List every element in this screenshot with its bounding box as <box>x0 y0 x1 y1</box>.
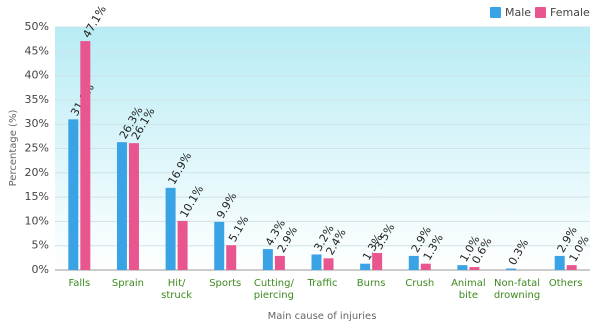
bar <box>128 143 139 270</box>
y-tick-label: 30% <box>25 117 49 130</box>
x-tick-label: Hit/struck <box>161 278 192 301</box>
x-axis-title: Main cause of injuries <box>268 311 377 322</box>
bar <box>554 255 565 270</box>
y-tick-label: 5% <box>32 239 49 252</box>
bar <box>469 267 480 270</box>
x-tick-label: Traffic <box>306 278 337 289</box>
x-tick-label: Falls <box>68 278 90 289</box>
legend-swatch <box>490 7 501 18</box>
y-tick-label: 45% <box>25 44 49 57</box>
x-tick-label: Non-fatal drowning <box>494 278 540 301</box>
bar <box>323 258 334 270</box>
y-tick-label: 15% <box>25 190 49 203</box>
x-tick-label: Others <box>549 278 583 289</box>
bar <box>566 265 577 270</box>
x-tick-label: Sprain <box>112 278 144 289</box>
y-tick-label: 10% <box>25 214 49 227</box>
y-tick-label: 0% <box>32 263 49 276</box>
bar <box>420 263 431 270</box>
bar <box>506 268 517 270</box>
x-tick-label: Sports <box>209 278 241 289</box>
bar <box>457 265 468 270</box>
bar <box>116 142 127 270</box>
x-tick-label: Burns <box>357 278 386 289</box>
bar <box>408 255 419 270</box>
y-tick-label: 50% <box>25 20 49 33</box>
bar <box>372 252 383 270</box>
bar <box>165 187 176 270</box>
y-tick-label: 40% <box>25 69 49 82</box>
y-axis-title: Percentage (%) <box>8 110 19 187</box>
y-tick-label: 20% <box>25 166 49 179</box>
bar <box>360 263 371 270</box>
x-tick-label: Animal bite <box>451 278 486 301</box>
y-tick-label: 25% <box>25 142 49 155</box>
bar <box>80 41 91 271</box>
bar <box>214 221 225 270</box>
bar <box>226 245 237 270</box>
x-tick-label: Cutting/piercing <box>254 278 295 301</box>
legend-label: Female <box>550 6 590 19</box>
y-tick-label: 35% <box>25 93 49 106</box>
legend-swatch <box>535 7 546 18</box>
bar <box>311 254 322 270</box>
bar <box>177 220 188 270</box>
legend-label: Male <box>505 6 531 19</box>
bar <box>274 255 285 270</box>
bar <box>68 119 79 270</box>
bar <box>262 249 273 270</box>
x-tick-label: Crush <box>405 278 434 289</box>
